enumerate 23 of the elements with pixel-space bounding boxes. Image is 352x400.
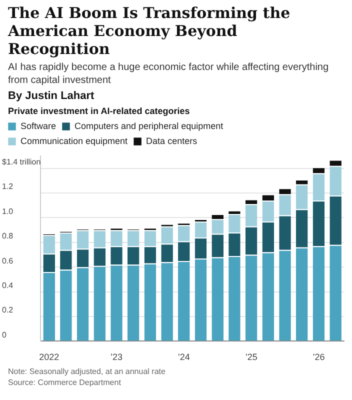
y-tick-label: 0.8 [2,232,14,241]
x-tick-label: ’26 [312,352,325,362]
y-tick-label: 0.2 [2,306,14,315]
text: By Justin Lahart [8,90,96,102]
x-tick-label: ’24 [178,352,190,362]
legend-label: Data centers [146,136,198,146]
y-tick-label: $1.4 trillion [2,158,41,167]
y-tick-label: 0.4 [2,281,14,290]
legend-label: Communication equipment [20,136,128,146]
chart-title: The AI Boom Is Transforming the American Economy Beyond Recognition [8,4,292,58]
y-tick-label: 1.2 [2,182,14,192]
y-tick-label: 1.0 [2,206,14,216]
chart-subtitle: AI has rapidly become a huge economic factor while affecting everything from capital investment [8,61,330,87]
legend-label: Software [20,120,56,131]
text: Note: Seasonally adjusted, at an annual rate [8,366,166,377]
x-tick-label: 2022 [39,352,60,362]
legend-label: Computers and peripheral equipment [74,120,224,131]
y-tick-label: 0.6 [2,256,14,266]
source-note: Source: Commerce Department [8,377,122,388]
text: Private investment in AI-related categories [8,106,191,116]
x-tick-label: ’25 [245,352,258,362]
x-tick-label: ’23 [110,352,123,362]
y-tick-label: 0 [2,330,7,340]
